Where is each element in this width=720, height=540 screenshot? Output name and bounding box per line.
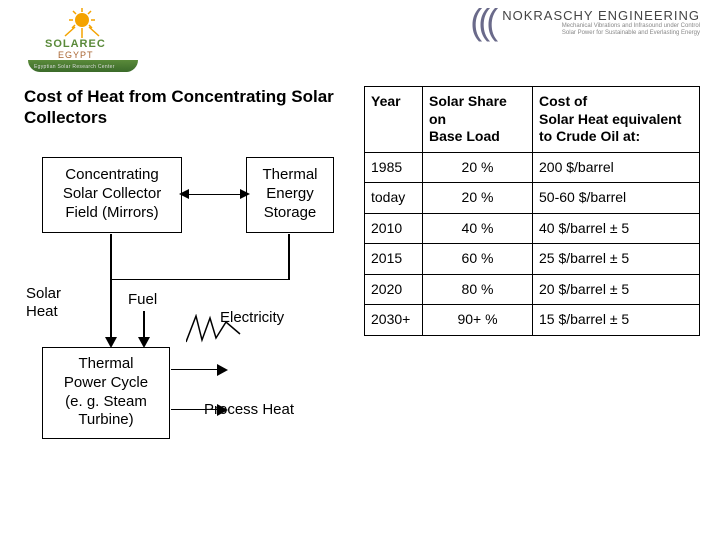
cell-cost: 200 $/barrel: [533, 152, 700, 183]
arrow-right-icon: [238, 188, 250, 200]
connector-storage-down: [288, 234, 290, 280]
table-row: today 20 % 50-60 $/barrel: [365, 183, 700, 214]
label-electricity: Electricity: [220, 309, 284, 327]
box-cycle: Thermal Power Cycle (e. g. Steam Turbine…: [42, 347, 170, 439]
label-fuel: Fuel: [128, 291, 157, 309]
cell-year: 2020: [365, 274, 423, 305]
arrow-down-icon: [104, 335, 118, 349]
solarec-text: SOLAREC: [45, 38, 106, 50]
cost-table: Year Solar Share on Base Load Cost of So…: [364, 86, 700, 336]
col-year: Year: [365, 87, 423, 153]
connector-to-cycle: [110, 279, 112, 339]
arrow-elec-icon: [215, 363, 229, 377]
right-column: Year Solar Share on Base Load Cost of So…: [364, 86, 700, 481]
cell-cost: 15 $/barrel ± 5: [533, 305, 700, 336]
col-cost: Cost of Solar Heat equivalent to Crude O…: [533, 87, 700, 153]
table-body: 1985 20 % 200 $/barrel today 20 % 50-60 …: [365, 152, 700, 335]
cell-share: 20 %: [423, 152, 533, 183]
arrow-left-icon: [179, 188, 191, 200]
cell-year: 1985: [365, 152, 423, 183]
cell-year: 2030+: [365, 305, 423, 336]
connector-coll-storage: [183, 194, 245, 196]
label-solar-heat: Solar Heat: [26, 285, 61, 321]
cell-cost: 25 $/barrel ± 5: [533, 244, 700, 275]
cell-cost: 20 $/barrel ± 5: [533, 274, 700, 305]
paren-icon: (((: [470, 8, 494, 37]
logo-arc-text: Egyptian Solar Research Center: [34, 64, 115, 70]
egypt-text: EGYPT: [58, 50, 94, 60]
logo-row: SOLAREC EGYPT Egyptian Solar Research Ce…: [0, 0, 720, 78]
ne-main-text: NOKRASCHY ENGINEERING: [502, 8, 700, 23]
cell-share: 60 %: [423, 244, 533, 275]
cell-share: 90+ %: [423, 305, 533, 336]
cell-share: 80 %: [423, 274, 533, 305]
arrow-fuel-icon: [137, 335, 151, 349]
table-row: 2015 60 % 25 $/barrel ± 5: [365, 244, 700, 275]
connector-junction: [110, 279, 289, 281]
table-row: 1985 20 % 200 $/barrel: [365, 152, 700, 183]
box-storage: Thermal Energy Storage: [246, 157, 334, 233]
table-row: 2020 80 % 20 $/barrel ± 5: [365, 274, 700, 305]
nokraschy-logo: ((( NOKRASCHY ENGINEERING Mechanical Vib…: [470, 8, 700, 37]
cell-year: 2015: [365, 244, 423, 275]
table-row: 2030+ 90+ % 15 $/barrel ± 5: [365, 305, 700, 336]
flow-diagram: Concentrating Solar Collector Field (Mir…: [24, 151, 344, 481]
connector-coll-down: [110, 234, 112, 280]
cell-share: 20 %: [423, 183, 533, 214]
cell-year: today: [365, 183, 423, 214]
page-title: Cost of Heat from Concentrating Solar Co…: [24, 86, 344, 129]
left-column: Cost of Heat from Concentrating Solar Co…: [24, 86, 344, 481]
col-share: Solar Share on Base Load: [423, 87, 533, 153]
table-header-row: Year Solar Share on Base Load Cost of So…: [365, 87, 700, 153]
connector-elec: [171, 369, 219, 371]
content-area: Cost of Heat from Concentrating Solar Co…: [0, 78, 720, 491]
label-process-heat: Process Heat: [204, 401, 294, 419]
ne-sub-text-2: Solar Power for Sustainable and Everlast…: [502, 30, 700, 37]
cell-cost: 40 $/barrel ± 5: [533, 213, 700, 244]
cell-cost: 50-60 $/barrel: [533, 183, 700, 214]
table-row: 2010 40 % 40 $/barrel ± 5: [365, 213, 700, 244]
box-collector: Concentrating Solar Collector Field (Mir…: [42, 157, 182, 233]
cell-share: 40 %: [423, 213, 533, 244]
ne-sub-text-1: Mechanical Vibrations and Infrasound und…: [502, 23, 700, 30]
cell-year: 2010: [365, 213, 423, 244]
solarec-logo: SOLAREC EGYPT Egyptian Solar Research Ce…: [20, 8, 150, 73]
